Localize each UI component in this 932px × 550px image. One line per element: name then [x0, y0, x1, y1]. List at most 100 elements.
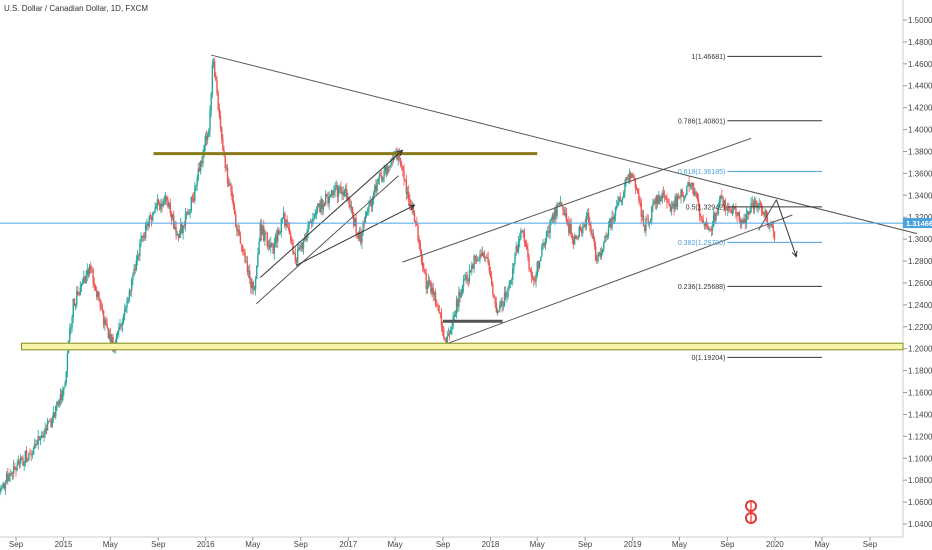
- candle-body: [317, 203, 320, 208]
- candle-body: [171, 214, 174, 219]
- candle-body: [272, 245, 274, 254]
- candle-body: [268, 244, 271, 248]
- candle-body: [550, 219, 552, 221]
- candle-body: [222, 138, 224, 151]
- candle-body: [423, 268, 425, 271]
- arrow-line[interactable]: [775, 199, 797, 257]
- candle-body: [236, 226, 238, 232]
- candle-body: [342, 191, 344, 196]
- candle-body: [732, 207, 735, 210]
- candle-body: [426, 284, 429, 290]
- y-tick-label: 1.10000: [908, 454, 932, 463]
- y-axis: 1.04000 1.06000 1.08000 1.10000 1.12000 1.140…: [903, 16, 932, 529]
- candle-body: [18, 461, 21, 464]
- x-tick-label: Sep: [151, 540, 166, 549]
- candle-body: [383, 171, 385, 178]
- candle-body: [656, 195, 659, 205]
- candle-body: [613, 216, 616, 220]
- x-tick-label: Sep: [294, 540, 309, 549]
- candle-body: [618, 197, 620, 202]
- arrow-line[interactable]: [295, 204, 415, 266]
- fib-level-label: 0.5(1.32942): [686, 204, 726, 211]
- candle-body: [430, 281, 432, 293]
- trend-line[interactable]: [256, 175, 399, 305]
- candle-body: [700, 215, 702, 218]
- candle-body: [566, 221, 569, 223]
- candle-body: [766, 217, 769, 224]
- candle-body: [104, 319, 106, 325]
- candle-body: [558, 202, 561, 205]
- candle-body: [663, 194, 666, 197]
- candle-body: [212, 61, 215, 66]
- candle-body: [312, 218, 314, 224]
- candle-body: [630, 172, 632, 179]
- trend-line[interactable]: [402, 137, 752, 263]
- candle-body: [341, 191, 343, 194]
- candle-body: [473, 255, 475, 269]
- candle-body: [644, 225, 646, 232]
- candle-body: [727, 206, 729, 211]
- candle-body: [123, 309, 126, 316]
- candle-body: [579, 226, 582, 231]
- candle-body: [575, 235, 577, 239]
- candle-body: [25, 451, 28, 461]
- candle-body: [641, 215, 644, 217]
- candle-body: [591, 233, 593, 235]
- candle-body: [662, 192, 665, 195]
- candle-body: [544, 238, 547, 246]
- trend-line[interactable]: [211, 54, 918, 235]
- candle-body: [162, 203, 164, 207]
- candle-body: [63, 387, 65, 391]
- candle-body: [349, 204, 351, 208]
- candle-body: [721, 195, 723, 198]
- candle-body: [284, 213, 286, 226]
- x-tick-label: Sep: [720, 540, 735, 549]
- candle-body: [323, 204, 326, 205]
- candle-body: [192, 198, 195, 201]
- candle-body: [571, 234, 573, 240]
- candle-body: [129, 290, 132, 292]
- candle-body: [249, 270, 251, 279]
- candle-body: [455, 299, 458, 314]
- candle-body: [437, 304, 439, 306]
- candle-body: [703, 223, 706, 226]
- candle-body: [183, 225, 185, 227]
- candle-body: [111, 336, 113, 344]
- candle-body: [219, 116, 222, 128]
- y-tick-label: 1.28000: [908, 257, 932, 266]
- candle-body: [303, 237, 306, 240]
- candle-body: [150, 217, 153, 221]
- arrow-line[interactable]: [259, 150, 403, 278]
- trend-line[interactable]: [758, 199, 777, 231]
- candle-body: [177, 234, 180, 239]
- candle-body: [7, 473, 9, 482]
- candle-body: [125, 307, 127, 310]
- candle-body: [203, 145, 205, 153]
- candle-body: [541, 245, 543, 257]
- candle-body: [623, 192, 625, 198]
- candle-body: [22, 458, 24, 466]
- candle-body: [301, 242, 304, 249]
- candle-body: [136, 255, 139, 260]
- candle-body: [555, 208, 557, 217]
- candle-body: [71, 316, 73, 327]
- candle-body: [762, 211, 764, 215]
- candle-body: [141, 236, 143, 239]
- candle-body: [596, 260, 598, 262]
- candle-body: [417, 225, 419, 240]
- candle-body: [527, 248, 529, 258]
- support-zone[interactable]: [20, 342, 904, 351]
- candle-body: [628, 172, 631, 180]
- candle-body: [143, 236, 146, 238]
- candle-body: [329, 195, 332, 197]
- candle-body: [519, 238, 521, 242]
- candle-body: [229, 184, 231, 186]
- candle-body: [412, 206, 415, 213]
- candle-body: [88, 265, 91, 275]
- candle-body: [333, 192, 335, 196]
- trend-line[interactable]: [448, 214, 793, 344]
- candle-body: [624, 183, 626, 193]
- candle-body: [376, 181, 378, 192]
- candle-body: [690, 182, 693, 184]
